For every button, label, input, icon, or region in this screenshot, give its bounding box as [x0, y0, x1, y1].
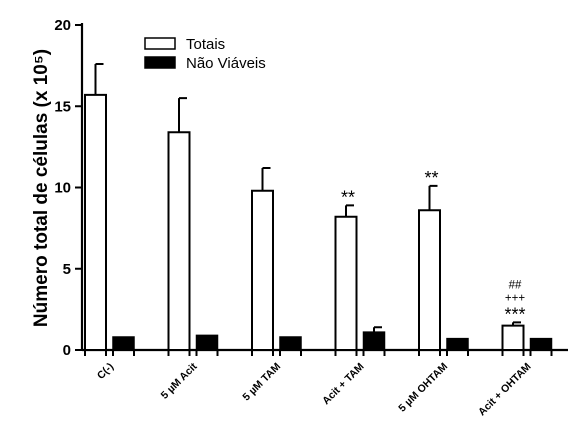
x-tick-label: Acit + OHTAM: [476, 360, 534, 418]
bar-totais: [167, 131, 191, 351]
x-tick-label: 5 µM TAM: [240, 360, 283, 403]
bar-totais: [84, 93, 107, 351]
bar-nao-viaveis: [446, 337, 469, 351]
x-tick-label: 5 µM OHTAM: [396, 360, 450, 414]
x-tick-label: C(-): [95, 361, 116, 382]
legend-swatch-totais: [144, 37, 176, 50]
y-axis-label: Número total de células (x 10⁵): [31, 49, 52, 327]
significance-label: **: [424, 168, 438, 188]
x-tick-label: Acit + TAM: [320, 360, 367, 407]
plot-area: 0 5 10 15 20 C(-) 5 µM Acit 5 µM TAM Acit + TAM 5…: [54, 17, 568, 418]
legend-swatch-nao-viaveis: [144, 56, 176, 69]
y-tick-label: 10: [54, 180, 71, 197]
bar-totais: [501, 324, 525, 351]
x-tick-label: 5 µM Acit: [159, 360, 200, 401]
bar-totais: [418, 209, 441, 351]
bar-totais: [334, 215, 358, 351]
significance-label: **: [341, 187, 355, 207]
bar-nao-viaveis: [112, 336, 135, 351]
y-tick-label: 15: [54, 98, 71, 115]
bar-nao-viaveis: [279, 336, 302, 351]
y-tick-label: 0: [63, 342, 71, 359]
legend-label-nao-viaveis: Não Viáveis: [186, 55, 266, 72]
y-tick-label: 5: [63, 261, 71, 278]
y-tick-label: 20: [54, 17, 71, 34]
significance-label: +++: [505, 292, 525, 304]
bar-nao-viaveis: [195, 334, 219, 351]
bar-nao-viaveis: [362, 331, 386, 351]
significance-label: ***: [504, 304, 525, 324]
legend: Totais Não Viáveis: [144, 36, 266, 72]
bar-totais: [251, 189, 274, 351]
legend-label-totais: Totais: [186, 36, 225, 53]
bar-nao-viaveis: [529, 337, 553, 351]
significance-label: ##: [509, 279, 522, 291]
